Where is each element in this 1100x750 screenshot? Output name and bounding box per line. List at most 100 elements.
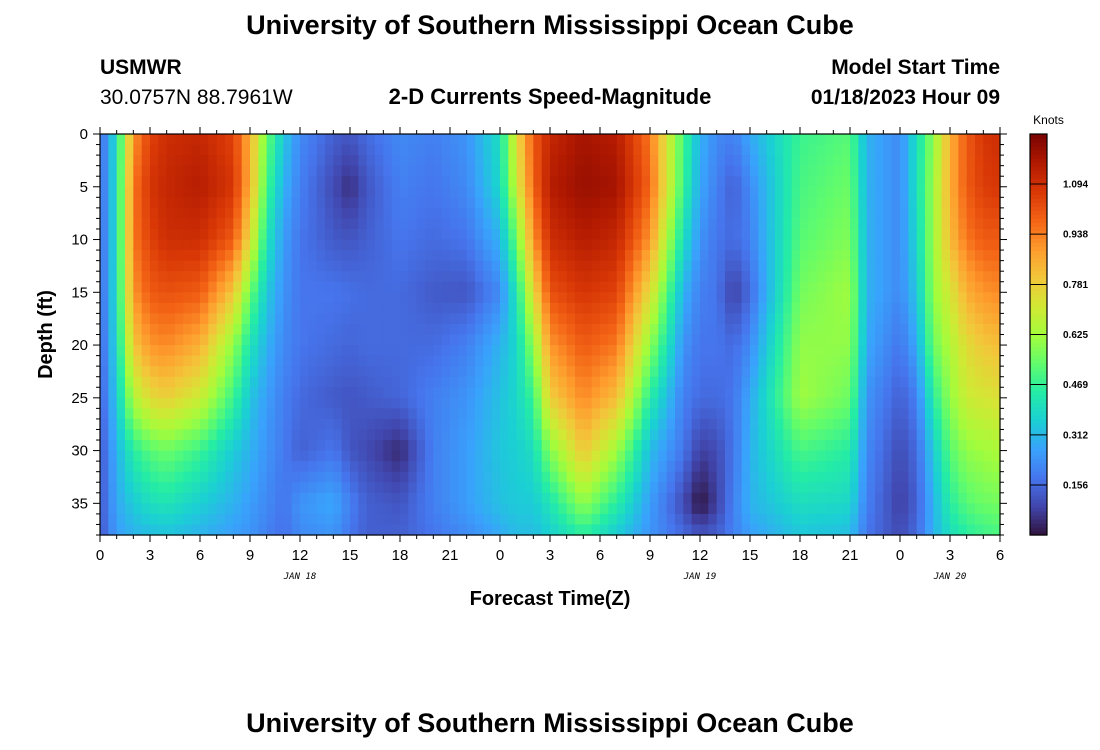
heatmap-cell	[150, 355, 159, 367]
heatmap-cell	[300, 482, 309, 494]
heatmap-cell	[641, 176, 651, 188]
heatmap-cell	[775, 376, 784, 388]
heatmap-cell	[566, 492, 576, 504]
heatmap-cell	[658, 207, 668, 220]
heatmap-cell	[716, 197, 726, 209]
heatmap-cell	[216, 207, 226, 220]
heatmap-cell	[625, 176, 634, 188]
heatmap-cell	[525, 250, 534, 262]
heatmap-cell	[200, 207, 209, 220]
heatmap-cell	[716, 281, 726, 293]
heatmap-cell	[833, 260, 843, 272]
heatmap-cell	[208, 503, 218, 515]
heatmap-cell	[108, 302, 118, 314]
heatmap-cell	[908, 524, 918, 536]
heatmap-cell	[191, 513, 201, 526]
heatmap-cell	[441, 313, 451, 325]
heatmap-cell	[191, 186, 201, 198]
heatmap-cell	[433, 239, 443, 251]
heatmap-cell	[983, 250, 993, 262]
heatmap-cell	[800, 440, 809, 452]
heatmap-cell	[258, 397, 268, 409]
heatmap-cell	[525, 450, 534, 462]
heatmap-cell	[200, 186, 209, 198]
heatmap-cell	[183, 302, 193, 314]
heatmap-cell	[233, 250, 243, 262]
colorbar-swatch	[1030, 250, 1047, 255]
heatmap-cell	[525, 302, 534, 314]
heatmap-cell	[883, 513, 893, 526]
heatmap-cell	[600, 323, 609, 336]
heatmap-cell	[200, 313, 209, 325]
heatmap-cell	[266, 408, 276, 420]
heatmap-cell	[183, 176, 193, 188]
heatmap-cell	[925, 429, 934, 441]
heatmap-cell	[700, 144, 709, 156]
heatmap-cell	[925, 239, 934, 251]
heatmap-cell	[133, 450, 143, 462]
heatmap-cell	[466, 313, 476, 325]
heatmap-cell	[775, 250, 784, 262]
heatmap-cell	[266, 471, 276, 483]
heatmap-cell	[150, 482, 159, 494]
heatmap-cell	[933, 165, 943, 177]
heatmap-cell	[900, 429, 909, 441]
heatmap-cell	[408, 302, 418, 314]
heatmap-cell	[408, 271, 418, 283]
heatmap-cell	[666, 366, 676, 378]
heatmap-cell	[350, 492, 359, 504]
heatmap-cell	[433, 408, 443, 420]
heatmap-cell	[275, 440, 284, 452]
heatmap-cell	[241, 513, 251, 526]
heatmap-cell	[833, 165, 843, 177]
heatmap-cell	[866, 260, 876, 272]
heatmap-cell	[725, 461, 734, 473]
heatmap-cell	[966, 176, 976, 188]
heatmap-cell	[166, 524, 176, 536]
heatmap-cell	[783, 207, 793, 220]
heatmap-cell	[558, 207, 568, 220]
heatmap-cell	[183, 155, 193, 167]
heatmap-cell	[408, 207, 418, 220]
heatmap-cell	[441, 387, 451, 399]
heatmap-cell	[541, 207, 551, 220]
heatmap-cell	[850, 376, 859, 388]
heatmap-cell	[291, 155, 301, 167]
heatmap-cell	[983, 155, 993, 167]
heatmap-cell	[275, 345, 284, 357]
heatmap-cell	[166, 281, 176, 293]
heatmap-cell	[900, 503, 909, 515]
heatmap-cell	[550, 355, 559, 367]
heatmap-cell	[666, 387, 676, 399]
heatmap-cell	[933, 429, 943, 441]
heatmap-cell	[525, 281, 534, 293]
heatmap-cell	[791, 513, 801, 526]
heatmap-cell	[100, 355, 109, 367]
plot-title: 2-D Currents Speed-Magnitude	[388, 84, 712, 109]
heatmap-cell	[708, 313, 718, 325]
heatmap-cell	[491, 524, 501, 536]
heatmap-cell	[533, 482, 543, 494]
heatmap-cell	[466, 450, 476, 462]
heatmap-cell	[516, 281, 526, 293]
heatmap-cell	[375, 302, 384, 314]
heatmap-cell	[525, 197, 534, 209]
heatmap-cell	[700, 440, 709, 452]
heatmap-cell	[183, 239, 193, 251]
heatmap-cell	[733, 302, 743, 314]
heatmap-cell	[933, 186, 943, 198]
heatmap-cell	[983, 429, 993, 441]
heatmap-cell	[191, 323, 201, 336]
heatmap-cell	[508, 355, 518, 367]
heatmap-cell	[366, 461, 376, 473]
heatmap-cell	[175, 155, 184, 167]
heatmap-cell	[600, 355, 609, 367]
heatmap-cell	[800, 366, 809, 378]
heatmap-cell	[433, 524, 443, 536]
heatmap-cell	[416, 345, 426, 357]
heatmap-cell	[233, 345, 243, 357]
heatmap-cell	[341, 397, 351, 409]
heatmap-cell	[158, 440, 168, 452]
heatmap-cell	[233, 461, 243, 473]
heatmap-cell	[650, 376, 659, 388]
